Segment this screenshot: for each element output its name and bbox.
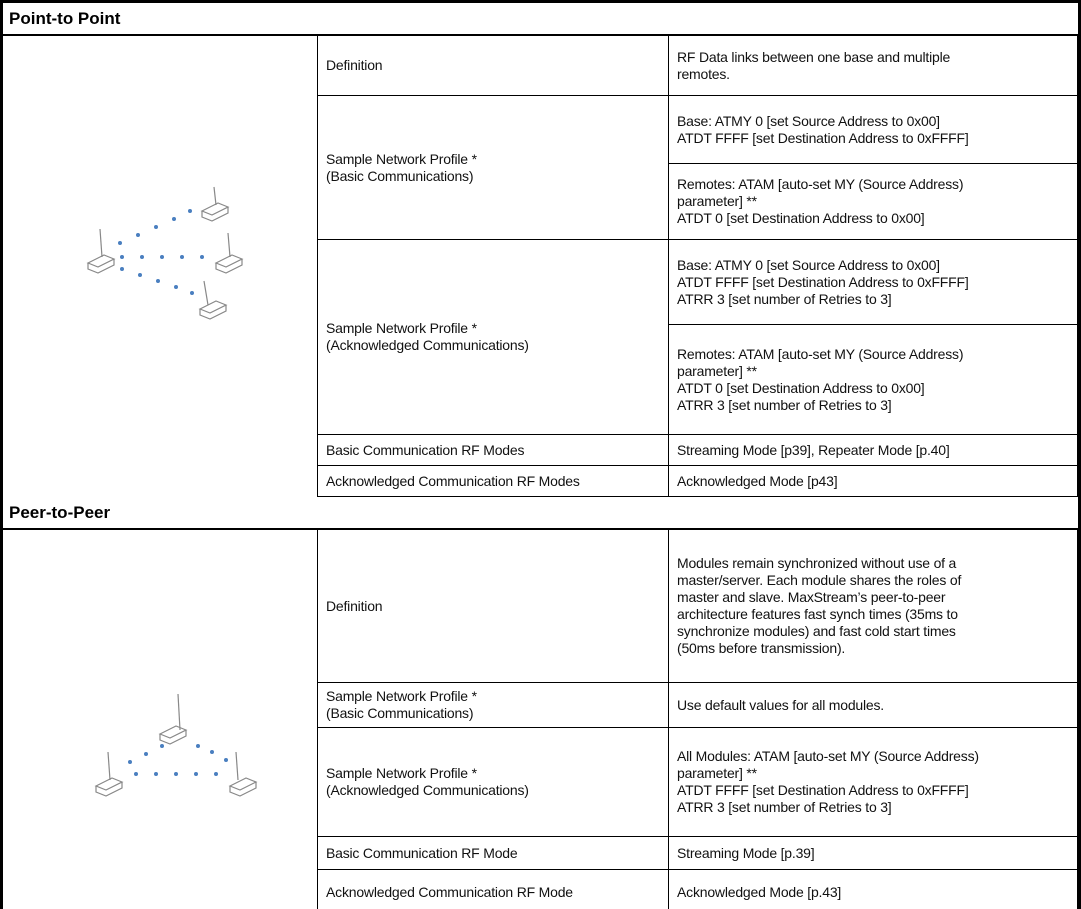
value-line: ATDT FFFF [set Destination Address to 0x… (677, 782, 969, 798)
value-line: remotes. (677, 65, 730, 82)
value-line: parameter] ** (677, 765, 757, 781)
value-line: Base: ATMY 0 [set Source Address to 0x00… (677, 256, 940, 273)
value-line: architecture features fast synch times (… (677, 606, 958, 622)
label-cell: Sample Network Profile * (Basic Communica… (318, 683, 669, 728)
label-line: Sample Network Profile * (326, 688, 477, 704)
label-cell: Sample Network Profile * (Basic Communica… (318, 96, 669, 240)
value-cell: Acknowledged Mode [p43] (669, 466, 1078, 497)
value-cell: Use default values for all modules. (669, 683, 1078, 728)
value-cell: All Modules: ATAM [auto-set MY (Source A… (669, 728, 1078, 837)
value-line: Remotes: ATAM [auto-set MY (Source Addre… (677, 176, 964, 192)
label-cell: Sample Network Profile * (Acknowledged Co… (318, 728, 669, 837)
peer-to-peer-icon (94, 693, 258, 797)
label-line: Acknowledged Communication RF Mode (326, 883, 573, 900)
value-cell: Base: ATMY 0 [set Source Address to 0x00… (669, 240, 1078, 325)
value-cell: Remotes: ATAM [auto-set MY (Source Addre… (669, 325, 1078, 435)
point-to-point-icon (86, 186, 244, 320)
value-line: Streaming Mode [p39], Repeater Mode [p.4… (677, 441, 950, 458)
label-line: Sample Network Profile * (326, 320, 477, 336)
value-line: All Modules: ATAM [auto-set MY (Source A… (677, 748, 979, 764)
value-line: Modules remain synchronized without use … (677, 555, 957, 571)
label-line: Acknowledged Communication RF Modes (326, 472, 580, 489)
value-line: master/server. Each module shares the ro… (677, 572, 962, 588)
value-line: Use default values for all modules. (677, 696, 884, 713)
value-line: parameter] ** (677, 362, 757, 379)
value-line: parameter] ** (677, 193, 757, 209)
value-line: synchronize modules) and fast cold start… (677, 623, 956, 639)
value-cell: Streaming Mode [p39], Repeater Mode [p.4… (669, 435, 1078, 466)
value-line: ATDT FFFF [set Destination Address to 0x… (677, 129, 969, 146)
label-line: Sample Network Profile * (326, 765, 477, 781)
value-cell: RF Data links between one base and multi… (669, 36, 1078, 96)
value-cell: Acknowledged Mode [p.43] (669, 870, 1078, 909)
value-line: ATDT 0 [set Destination Address to 0x00] (677, 379, 925, 396)
value-cell: Streaming Mode [p.39] (669, 837, 1078, 870)
value-cell: Base: ATMY 0 [set Source Address to 0x00… (669, 96, 1078, 164)
image-cell (3, 36, 318, 497)
value-line: master and slave. MaxStream’s peer-to-pe… (677, 589, 946, 605)
label-line: Basic Communication RF Modes (326, 441, 525, 458)
image-cell (3, 530, 318, 909)
value-line: ATRR 3 [set number of Retries to 3] (677, 290, 892, 307)
border-right (1078, 0, 1081, 909)
value-line: Streaming Mode [p.39] (677, 844, 815, 861)
value-cell: Remotes: ATAM [auto-set MY (Source Addre… (669, 164, 1078, 240)
label-cell: Basic Communication RF Mode (318, 837, 669, 870)
label-line: Sample Network Profile * (326, 150, 477, 167)
label-line: (Acknowledged Communications) (326, 782, 529, 798)
value-line: Remotes: ATAM [auto-set MY (Source Addre… (677, 345, 964, 362)
value-line: ATRR 3 [set number of Retries to 3] (677, 396, 892, 413)
label-line: Definition (326, 597, 383, 614)
value-line: ATDT FFFF [set Destination Address to 0x… (677, 273, 969, 290)
label-line: (Basic Communications) (326, 705, 474, 721)
section-title: Peer-to-Peer (3, 497, 1078, 530)
value-cell: Modules remain synchronized without use … (669, 530, 1078, 683)
label-line: (Basic Communications) (326, 167, 474, 184)
label-line: Basic Communication RF Mode (326, 844, 518, 861)
label-cell: Acknowledged Communication RF Mode (318, 870, 669, 909)
label-cell: Sample Network Profile * (Acknowledged Co… (318, 240, 669, 435)
label-cell: Acknowledged Communication RF Modes (318, 466, 669, 497)
label-cell: Definition (318, 36, 669, 96)
value-line: ATDT 0 [set Destination Address to 0x00] (677, 210, 925, 226)
border-top (0, 0, 1081, 3)
section-title: Point-to Point (3, 3, 1078, 36)
value-line: ATRR 3 [set number of Retries to 3] (677, 799, 892, 815)
label-line: (Acknowledged Communications) (326, 337, 529, 353)
label-cell: Basic Communication RF Modes (318, 435, 669, 466)
value-line: Acknowledged Mode [p.43] (677, 883, 842, 900)
value-line: (50ms before transmission). (677, 640, 846, 656)
border-left (0, 0, 3, 909)
label-cell: Definition (318, 530, 669, 683)
label-line: Definition (326, 57, 383, 73)
value-line: Acknowledged Mode [p43] (677, 472, 838, 489)
value-line: RF Data links between one base and multi… (677, 48, 951, 65)
value-line: Base: ATMY 0 [set Source Address to 0x00… (677, 112, 940, 129)
